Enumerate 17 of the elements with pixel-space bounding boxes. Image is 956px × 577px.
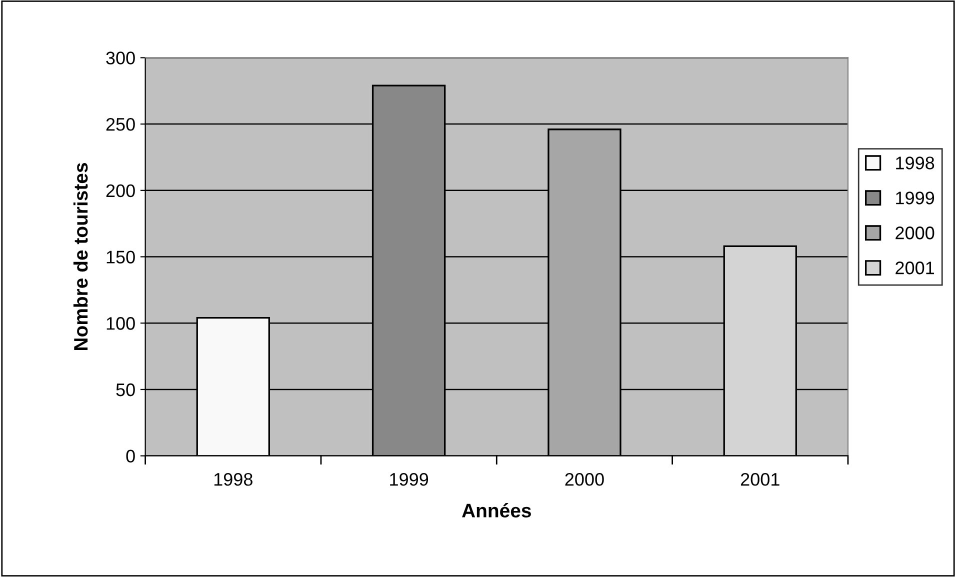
x-axis-title: Années bbox=[462, 503, 531, 518]
legend-label: 1999 bbox=[896, 192, 934, 204]
legend-label: 2000 bbox=[896, 226, 934, 240]
x-tick-label: 1999 bbox=[390, 472, 428, 486]
x-tick-label: 2001 bbox=[740, 472, 780, 486]
y-axis-title: Nombre de touristes bbox=[73, 163, 88, 350]
x-tick-label: 1998 bbox=[214, 472, 252, 486]
legend-label: 1998 bbox=[896, 156, 934, 170]
y-tick-label: 0 bbox=[126, 450, 135, 463]
y-tick-label: 200 bbox=[106, 184, 135, 198]
y-tick-label: 150 bbox=[106, 250, 135, 264]
y-tick-label: 50 bbox=[116, 383, 135, 396]
legend-label: 2001 bbox=[896, 262, 934, 274]
y-tick-label: 250 bbox=[106, 118, 135, 131]
y-tick-label: 100 bbox=[106, 317, 135, 330]
y-tick-label: 300 bbox=[106, 52, 135, 64]
x-tick-label: 2000 bbox=[565, 472, 604, 486]
